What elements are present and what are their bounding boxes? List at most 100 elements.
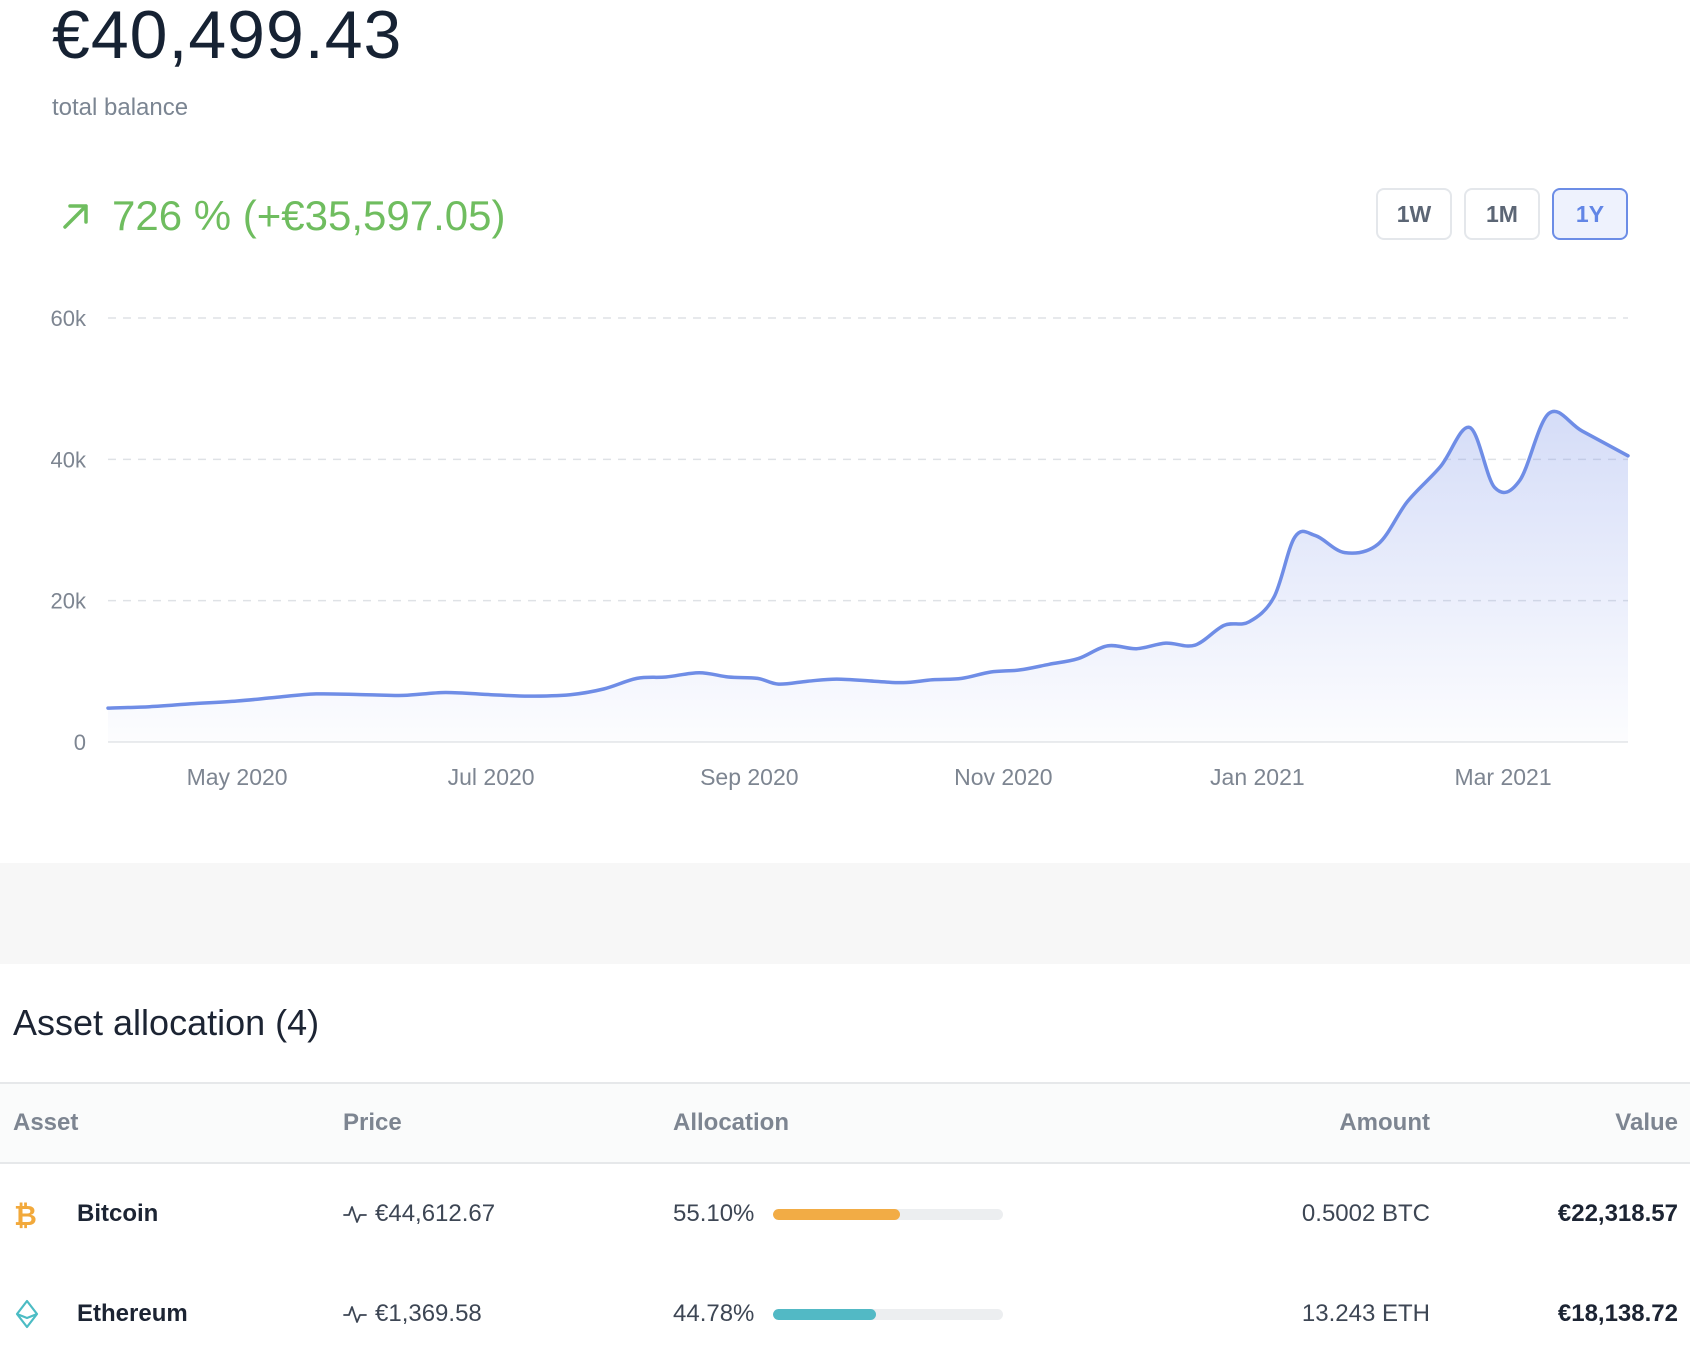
amount-cell: 0.5002 BTC: [1130, 1200, 1430, 1228]
asset-value: €22,318.57: [1557, 1200, 1678, 1227]
data-point: [1343, 551, 1346, 554]
data-point: [602, 688, 605, 691]
data-point: [902, 681, 905, 684]
data-point: [1468, 426, 1471, 429]
data-point: [873, 680, 876, 683]
data-point: [1406, 500, 1409, 503]
range-button-1m[interactable]: 1M: [1464, 188, 1540, 240]
allocation-percent: 55.10%: [673, 1200, 755, 1227]
allocation-cell: 55.10%: [660, 1200, 1130, 1228]
data-point: [1293, 536, 1296, 539]
data-point: [569, 693, 572, 696]
range-button-1w[interactable]: 1W: [1376, 188, 1452, 240]
y-tick-label: 60k: [51, 306, 87, 331]
data-point: [960, 677, 963, 680]
data-point: [1106, 644, 1109, 647]
data-point: [1547, 412, 1550, 415]
data-point: [1248, 620, 1251, 623]
column-header-amount[interactable]: Amount: [1339, 1109, 1430, 1136]
column-header-allocation[interactable]: Allocation: [673, 1109, 790, 1136]
column-header-asset[interactable]: Asset: [13, 1109, 79, 1136]
data-point: [1493, 486, 1496, 489]
activity-icon: [343, 1206, 367, 1223]
table-header: Asset Price Allocation Amount Value: [0, 1082, 1690, 1164]
x-tick-label: Nov 2020: [954, 764, 1052, 790]
y-tick-label: 0: [74, 730, 86, 755]
data-point: [777, 683, 780, 686]
balance-change: 726 % (+€35,597.05): [60, 192, 505, 240]
balance-line: [106, 409, 1630, 710]
column-header-price[interactable]: Price: [343, 1109, 402, 1136]
data-point: [756, 677, 759, 680]
bitcoin-icon: ₿: [14, 1199, 37, 1229]
asset-cell: ₿ Bitcoin: [0, 1199, 330, 1229]
y-tick-label: 20k: [51, 589, 87, 614]
balance-area: [108, 411, 1628, 742]
data-point: [273, 696, 276, 699]
svg-text:₿: ₿: [14, 1199, 37, 1229]
data-point: [527, 695, 530, 698]
allocation-bar: [773, 1308, 1003, 1320]
x-tick-label: Mar 2021: [1454, 764, 1551, 790]
data-point: [190, 702, 193, 705]
data-point: [1019, 668, 1022, 671]
section-divider: [0, 863, 1690, 964]
x-tick-label: Jan 2021: [1210, 764, 1305, 790]
data-point: [835, 678, 838, 681]
data-point: [1439, 465, 1442, 468]
asset-amount: 13.243 ETH: [1301, 1300, 1430, 1327]
activity-icon: [343, 1306, 367, 1323]
total-balance-value: €40,499.43: [52, 0, 403, 73]
data-point: [315, 692, 318, 695]
asset-cell: Ethereum: [0, 1299, 330, 1329]
asset-price: €1,369.58: [375, 1300, 482, 1327]
data-point: [1581, 430, 1584, 433]
data-point: [236, 700, 239, 703]
data-point: [1193, 644, 1196, 647]
data-point: [148, 705, 151, 708]
price-cell: €44,612.67: [330, 1200, 660, 1228]
data-point: [931, 678, 934, 681]
data-point: [107, 707, 110, 710]
data-point: [402, 694, 405, 697]
balance-chart: 0 20k 40k 60k May 2020 Jul 2020 Sep 2020 Nov 2…: [51, 306, 1630, 790]
asset-name: Ethereum: [77, 1300, 188, 1327]
column-header-value[interactable]: Value: [1615, 1109, 1678, 1136]
asset-value: €18,138.72: [1557, 1300, 1678, 1327]
arrow-up-right-icon: [63, 204, 88, 229]
asset-allocation-title: Asset allocation (4): [13, 1002, 320, 1043]
data-point: [1048, 663, 1051, 666]
data-point: [806, 680, 809, 683]
data-point: [444, 691, 447, 694]
data-point: [698, 671, 701, 674]
value-cell: €22,318.57: [1430, 1200, 1678, 1228]
table-row[interactable]: ₿ Bitcoin €44,612.67 55.10% 0.5002 BTC €…: [0, 1164, 1690, 1264]
data-point: [365, 693, 368, 696]
data-point: [989, 671, 992, 674]
asset-price: €44,612.67: [375, 1200, 496, 1227]
balance-change-text: 726 % (+€35,597.05): [112, 192, 506, 239]
data-point: [635, 677, 638, 680]
asset-allocation: Asset allocation (4) Asset Price Allocat…: [0, 964, 1690, 1364]
data-point: [1164, 642, 1167, 645]
allocation-bar-fill: [773, 1208, 900, 1220]
range-button-1y[interactable]: 1Y: [1552, 188, 1628, 240]
allocation-bar-fill: [773, 1308, 876, 1320]
x-tick-label: May 2020: [187, 764, 288, 790]
data-point: [1223, 624, 1226, 627]
ethereum-icon: [15, 1299, 39, 1329]
data-point: [1518, 479, 1521, 482]
allocation-bar: [773, 1208, 1003, 1220]
table-row[interactable]: Ethereum €1,369.58 44.78% 13.243 ETH €18…: [0, 1264, 1690, 1364]
allocation-percent: 44.78%: [673, 1300, 755, 1327]
amount-cell: 13.243 ETH: [1130, 1300, 1430, 1328]
data-point: [490, 693, 493, 696]
y-tick-label: 40k: [51, 447, 87, 472]
total-balance-label: total balance: [52, 94, 189, 121]
allocation-cell: 44.78%: [660, 1300, 1130, 1328]
data-point: [1135, 647, 1138, 650]
data-point: [1077, 657, 1080, 660]
x-tick-label: Jul 2020: [448, 764, 535, 790]
portfolio-summary: €40,499.43 total balance 726 % (+€35,597…: [51, 0, 1630, 790]
data-point: [1273, 596, 1276, 599]
